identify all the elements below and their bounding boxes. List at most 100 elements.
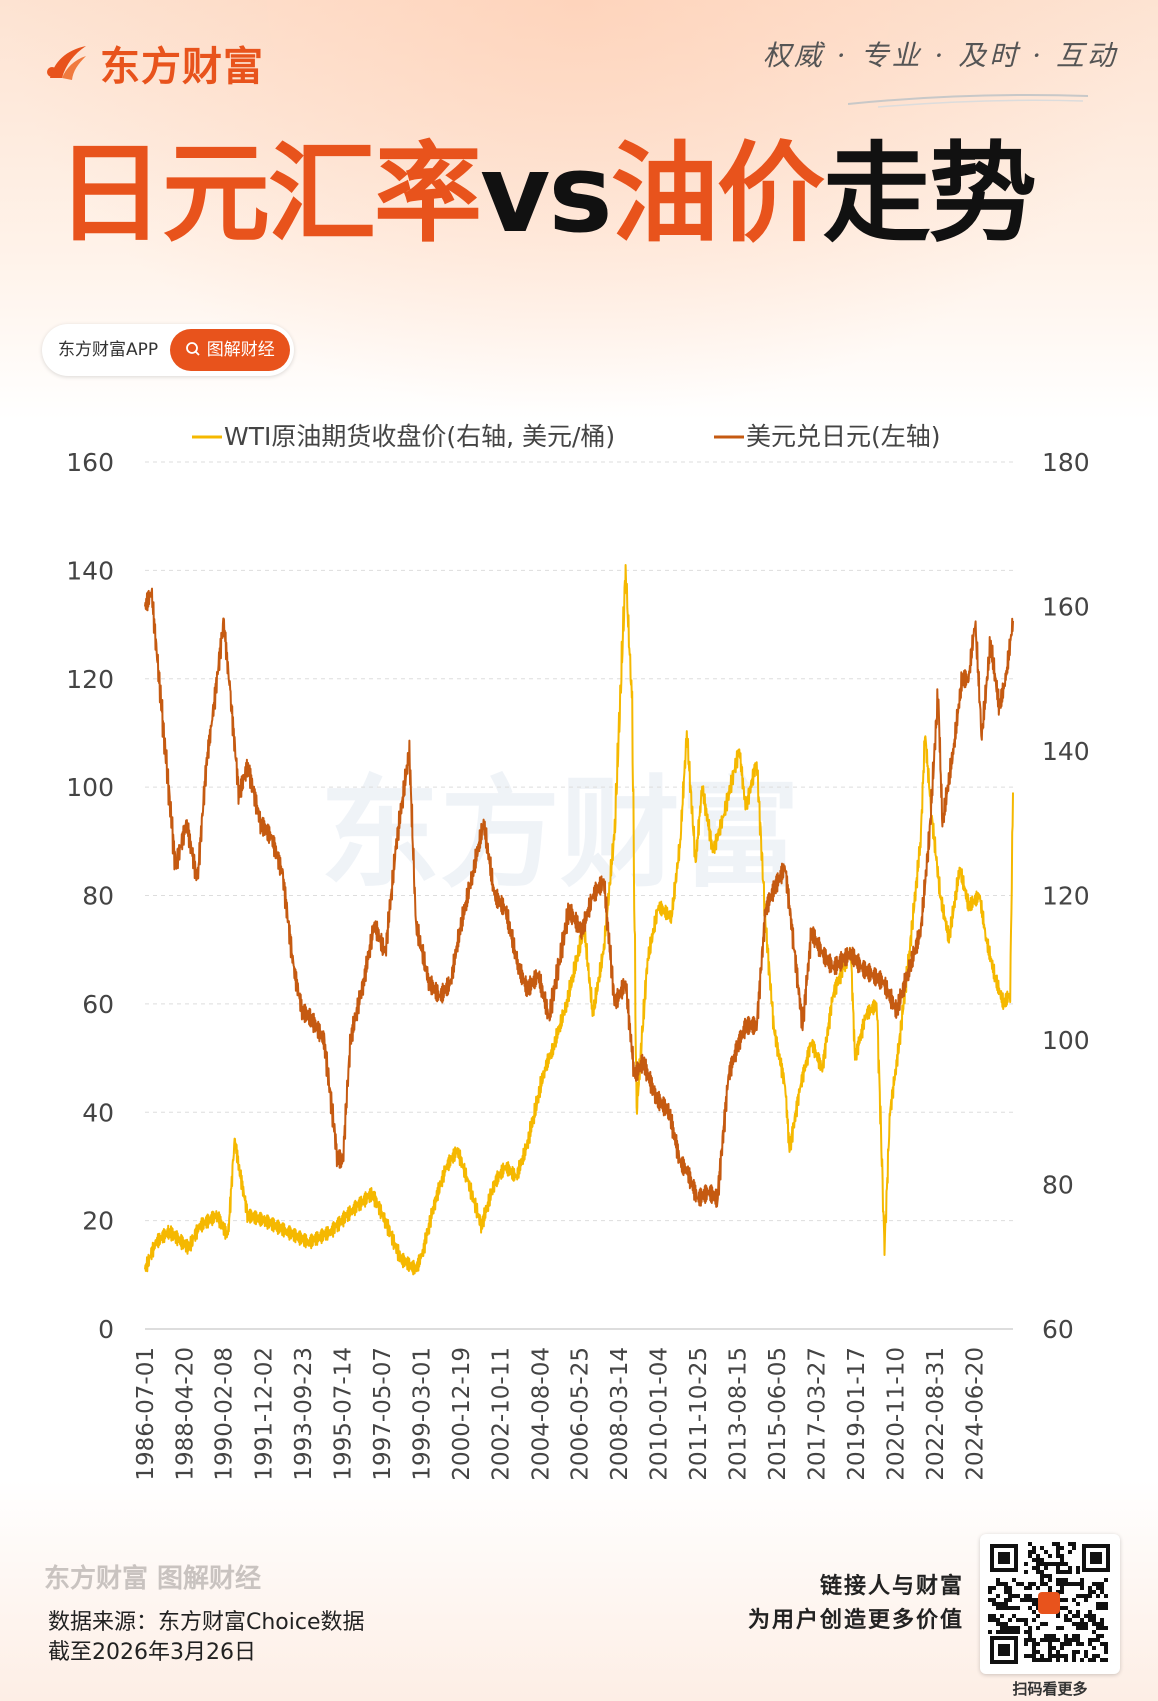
qr-module: [1048, 1586, 1052, 1590]
qr-module: [1008, 1606, 1012, 1610]
qr-module: [1092, 1582, 1096, 1586]
qr-module: [1016, 1618, 1020, 1622]
qr-module: [1076, 1582, 1080, 1586]
qr-module: [996, 1578, 1000, 1582]
search-tag-label: 图解财经: [206, 340, 275, 360]
qr-module: [1080, 1586, 1084, 1590]
qr-module: [1016, 1594, 1020, 1598]
qr-module: [1048, 1646, 1052, 1650]
qr-module: [996, 1606, 1000, 1610]
qr-module: [1072, 1622, 1076, 1626]
qr-module: [1076, 1638, 1080, 1642]
qr-module: [1096, 1634, 1100, 1638]
x-tick-label: 2024-06-20: [963, 1347, 989, 1481]
x-tick-label: 2010-01-04: [647, 1347, 673, 1481]
qr-module: [1028, 1638, 1032, 1642]
qr-module: [1104, 1594, 1108, 1598]
qr-module: [992, 1614, 996, 1618]
qr-module: [1032, 1546, 1036, 1550]
qr-module: [1068, 1570, 1072, 1574]
qr-module: [1104, 1578, 1108, 1582]
qr-module: [1052, 1634, 1056, 1638]
qr-module: [1032, 1618, 1036, 1622]
qr-module: [1088, 1610, 1092, 1614]
qr-module: [1004, 1606, 1008, 1610]
qr-module: [1000, 1630, 1004, 1634]
qr-module: [1056, 1566, 1060, 1570]
right-tick-label: 140: [1042, 737, 1090, 766]
right-tick-label: 160: [1042, 593, 1090, 622]
qr-module: [996, 1582, 1000, 1586]
x-tick-label: 2006-05-25: [568, 1347, 594, 1481]
x-tick-label: 1990-02-08: [212, 1347, 238, 1481]
x-tick-label: 2017-03-27: [805, 1347, 831, 1481]
qr-module: [1100, 1642, 1104, 1646]
search-icon: [186, 342, 200, 356]
qr-module: [1076, 1626, 1080, 1630]
tagline-2: 为用户创造更多价值: [747, 1608, 964, 1633]
qr-module: [1040, 1574, 1044, 1578]
qr-module: [1072, 1650, 1076, 1654]
qr-module: [1040, 1654, 1044, 1658]
qr-module: [1048, 1554, 1052, 1558]
app-tag[interactable]: 东方财富APP 图解财经: [42, 324, 294, 376]
qr-module: [1064, 1634, 1068, 1638]
eastmoney-logo-icon: [47, 46, 86, 80]
qr-module: [1036, 1570, 1040, 1574]
footer-brand: 东方财富 图解财经: [44, 1564, 262, 1594]
qr-module: [1008, 1618, 1012, 1622]
qr-module: [1036, 1658, 1040, 1662]
qr-module: [1100, 1658, 1104, 1662]
qr-module: [1092, 1630, 1096, 1634]
qr-module: [1012, 1594, 1016, 1598]
qr-module: [1104, 1646, 1108, 1650]
qr-module: [1072, 1546, 1076, 1550]
qr-module: [1048, 1658, 1052, 1662]
qr-module: [1076, 1650, 1080, 1654]
qr-module: [1104, 1658, 1108, 1662]
qr-module: [1052, 1638, 1056, 1642]
qr-module: [1088, 1586, 1092, 1590]
qr-module: [1084, 1594, 1088, 1598]
qr-module: [1040, 1546, 1044, 1550]
left-tick-label: 80: [82, 882, 114, 911]
qr-module: [1028, 1582, 1032, 1586]
x-tick-label: 1986-07-01: [133, 1347, 159, 1481]
right-tick-label: 120: [1042, 882, 1090, 911]
search-tag-button[interactable]: 图解财经: [170, 329, 290, 371]
qr-module: [1040, 1622, 1044, 1626]
x-tick-label: 2013-08-15: [726, 1347, 752, 1481]
qr-module: [1080, 1622, 1084, 1626]
qr-module: [1084, 1598, 1088, 1602]
qr-module: [1032, 1550, 1036, 1554]
x-axis: 1986-07-01 1988-04-20 1990-02-08 1991-12-02…: [133, 1347, 989, 1481]
qr-module: [1032, 1558, 1036, 1562]
qr-module: [1060, 1606, 1064, 1610]
qr-module: [1056, 1590, 1060, 1594]
x-tick-label: 2015-06-05: [765, 1347, 791, 1481]
qr-module: [1072, 1638, 1076, 1642]
qr-module: [1084, 1650, 1088, 1654]
qr-module: [1012, 1630, 1016, 1634]
qr-module: [988, 1614, 992, 1618]
x-tick-label: 1988-04-20: [172, 1347, 198, 1481]
qr-module: [1072, 1598, 1076, 1602]
qr-module: [1056, 1546, 1060, 1550]
qr-code[interactable]: [980, 1534, 1120, 1674]
qr-module: [1104, 1650, 1108, 1654]
brand-name: 东方财富: [100, 44, 264, 90]
legend-label-oil: WTI原油期货收盘价(右轴, 美元/桶): [224, 422, 615, 451]
slogan-underline: [848, 94, 1088, 108]
qr-module: [1064, 1614, 1068, 1618]
qr-module: [1044, 1622, 1048, 1626]
qr-module: [1064, 1562, 1068, 1566]
qr-module: [1096, 1602, 1100, 1606]
qr-module: [1040, 1562, 1044, 1566]
qr-module: [1096, 1586, 1100, 1590]
qr-module: [1092, 1658, 1096, 1662]
x-tick-label: 2002-10-11: [489, 1347, 515, 1481]
qr-module: [1056, 1578, 1060, 1582]
x-tick-label: 2011-10-25: [686, 1347, 712, 1481]
qr-module: [1068, 1642, 1072, 1646]
qr-finder-core: [998, 1644, 1010, 1656]
